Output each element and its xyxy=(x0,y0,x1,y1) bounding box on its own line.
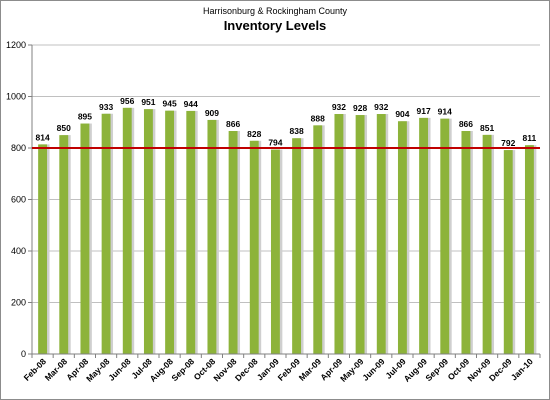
bar xyxy=(524,145,534,354)
y-tick-label: 1200 xyxy=(6,40,26,50)
bar-value-label: 932 xyxy=(332,102,346,112)
x-tick-label: Nov-09 xyxy=(465,356,492,383)
bar xyxy=(38,144,48,354)
bar xyxy=(482,134,492,354)
bar-value-label: 814 xyxy=(35,132,49,142)
bar-value-label: 866 xyxy=(459,119,473,129)
bar-value-label: 956 xyxy=(120,96,134,106)
y-tick-label: 400 xyxy=(11,246,26,256)
bar-value-label: 895 xyxy=(78,112,92,122)
bar-value-label: 928 xyxy=(353,103,367,113)
bar xyxy=(292,138,302,354)
bar xyxy=(228,131,238,354)
bar xyxy=(397,121,407,354)
bar xyxy=(59,135,69,354)
x-tick-label: May-09 xyxy=(338,356,366,384)
bars xyxy=(38,107,537,355)
bar-value-label: 945 xyxy=(162,99,176,109)
bar xyxy=(101,113,111,354)
bar xyxy=(440,118,450,355)
x-tick-label: May-08 xyxy=(84,356,112,384)
x-axis: Feb-08Mar-08Apr-08May-08Jun-08Jul-08Aug-… xyxy=(22,353,541,384)
y-tick-label: 600 xyxy=(11,195,26,205)
x-tick-label: Aug-08 xyxy=(148,356,176,384)
x-tick-label: Sep-08 xyxy=(169,356,196,383)
bar-value-label: 914 xyxy=(438,107,452,117)
bar-value-label: 828 xyxy=(247,129,261,139)
bar-value-label: 917 xyxy=(416,106,430,116)
bar-value-label: 811 xyxy=(523,133,537,143)
bar xyxy=(376,114,386,354)
bar-value-label: 951 xyxy=(141,97,155,107)
x-tick-label: Dec-08 xyxy=(233,356,260,383)
bar-value-label: 904 xyxy=(395,109,409,119)
chart-title: Inventory Levels xyxy=(223,18,327,33)
x-tick-label: Feb-08 xyxy=(22,356,49,383)
bar xyxy=(143,109,153,355)
x-tick-label: Mar-08 xyxy=(43,356,70,383)
bar-value-label: 944 xyxy=(184,99,198,109)
x-tick-label: Mar-09 xyxy=(297,356,324,383)
bar-value-label: 888 xyxy=(311,113,325,123)
y-tick-label: 800 xyxy=(11,143,26,153)
bar-value-label: 932 xyxy=(374,102,388,112)
bar xyxy=(249,140,259,354)
bar xyxy=(419,117,429,354)
x-tick-label: Jun-08 xyxy=(106,356,133,383)
x-tick-label: Jun-09 xyxy=(360,356,387,383)
bar xyxy=(355,115,365,354)
bar-value-label: 909 xyxy=(205,108,219,118)
x-tick-label: Nov-08 xyxy=(211,356,238,383)
bar-value-label: 850 xyxy=(57,123,71,133)
bar xyxy=(461,131,471,354)
bar xyxy=(313,125,323,354)
data-labels: 814 850 895 933 956 951 945 944 909 866 828 794 838 8… xyxy=(35,96,536,148)
bar-value-label: 838 xyxy=(289,126,303,136)
bar-value-label: 792 xyxy=(501,138,515,148)
bar xyxy=(270,149,280,354)
bar-value-label: 933 xyxy=(99,102,113,112)
bar xyxy=(122,107,132,354)
chart-subtitle: Harrisonburg & Rockingham County xyxy=(202,6,348,16)
bar-value-label: 851 xyxy=(480,123,494,133)
x-tick-label: Dec-09 xyxy=(487,356,514,383)
y-axis: 0 200 400 600 800 1000 1200 xyxy=(6,40,33,359)
bar xyxy=(334,114,344,354)
bar xyxy=(207,119,217,355)
y-tick-label: 200 xyxy=(11,298,26,308)
x-tick-label: Aug-09 xyxy=(402,356,430,384)
bar xyxy=(165,110,175,354)
bar xyxy=(186,110,196,354)
x-tick-label: Feb-09 xyxy=(276,356,303,383)
bar-value-label: 794 xyxy=(268,138,282,148)
y-tick-label: 0 xyxy=(21,349,26,359)
x-tick-label: Sep-09 xyxy=(423,356,450,383)
x-tick-label: Jan-10 xyxy=(509,356,535,382)
bar-value-label: 866 xyxy=(226,119,240,129)
bar xyxy=(80,123,90,354)
bar xyxy=(503,150,513,354)
y-tick-label: 1000 xyxy=(6,92,26,102)
